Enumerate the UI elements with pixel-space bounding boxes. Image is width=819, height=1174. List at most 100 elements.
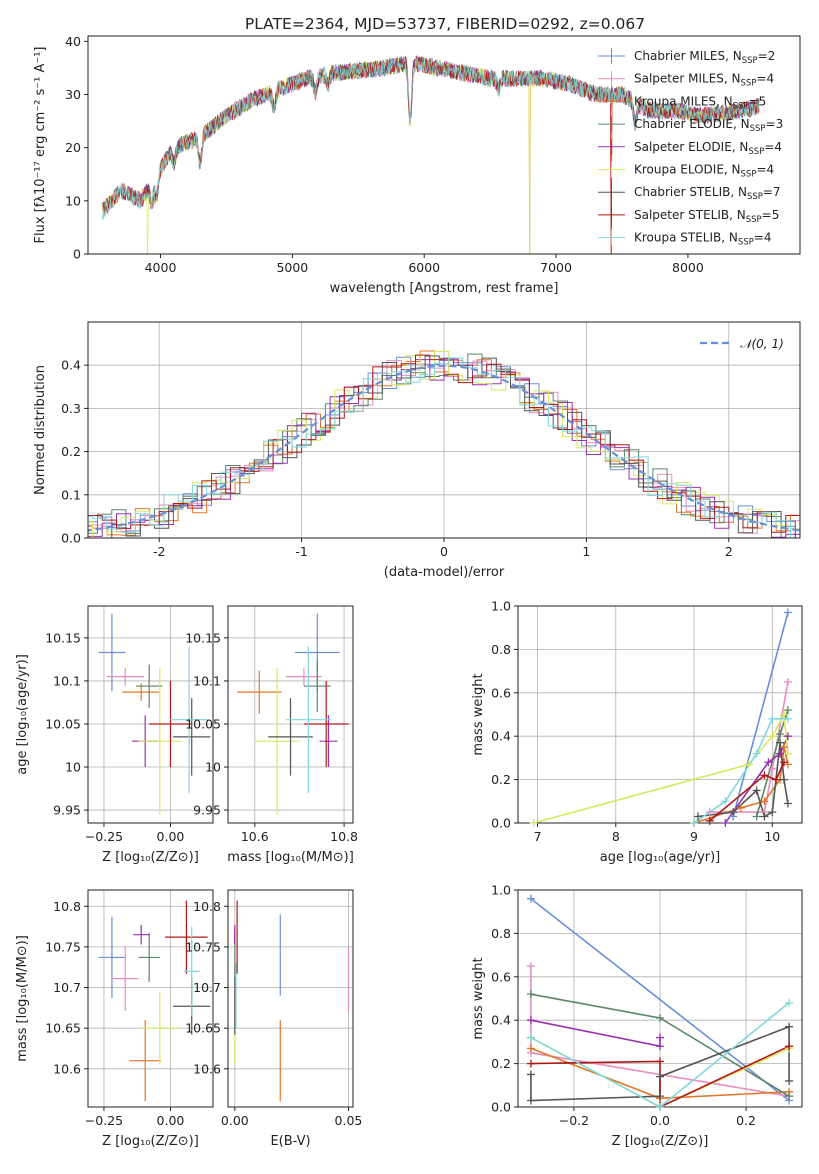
y-axis-label: mass [log₁₀(M/M⊙)] — [15, 935, 30, 1062]
y-tick-label: 0.2 — [491, 772, 511, 787]
weight-marker-salpeter-stelib — [772, 775, 781, 784]
weight-marker-kroupa-elodie — [783, 749, 792, 758]
legend-label-value: =4 — [754, 231, 772, 245]
y-tick-label: 10 — [65, 193, 81, 208]
weight-marker-kroupa-elodie — [529, 819, 538, 827]
y-tick-label: 0 — [73, 247, 81, 262]
x-tick-label: 4000 — [145, 260, 177, 275]
weight-marker-kroupa-stelib — [526, 1033, 535, 1042]
weight-marker-salpeter-elodie — [656, 1033, 664, 1042]
plot-area — [102, 54, 760, 254]
legend: 𝒩(0, 1) — [700, 337, 784, 351]
x-tick-label: 7 — [534, 829, 542, 844]
weight-marker-chabrier-miles — [783, 608, 792, 617]
weight-marker-chabrier-stelib — [776, 738, 785, 747]
y-tick-label: 10.7 — [53, 980, 81, 995]
x-axis-label: Z [log₁₀(Z/Z⊙)] — [612, 1134, 709, 1149]
y-tick-label: 0.0 — [61, 531, 81, 546]
legend-label-value: =4 — [756, 163, 774, 177]
histogram-chabrier-stelib — [111, 355, 796, 538]
legend-label-sub: SSP — [733, 101, 749, 111]
legend-label-main: Salpeter STELIB, N — [634, 208, 746, 222]
y-tick-label: 0.4 — [491, 729, 511, 744]
y-tick-label: 10.15 — [185, 630, 221, 645]
legend-label-value: =2 — [758, 49, 776, 63]
legend-label-sub: SSP — [748, 147, 764, 157]
weight-line-kroupa-stelib — [530, 1002, 790, 1107]
y-tick-label: 10 — [65, 760, 81, 775]
legend-label-value: =4 — [756, 72, 774, 86]
legend-label-salpeter-elodie: Salpeter ELODIE, NSSP=4 — [634, 140, 782, 157]
weight-marker-kroupa-stelib — [785, 998, 794, 1007]
x-axis-label: age [log₁₀(age/yr)] — [600, 850, 721, 865]
axes-frame — [227, 605, 354, 824]
y-tick-label: 0.2 — [491, 1056, 511, 1071]
weight-marker-kroupa-stelib — [768, 714, 777, 723]
x-tick-label: 8 — [612, 829, 620, 844]
x-tick-label: 0 — [440, 544, 448, 559]
legend-label-sub: SSP — [750, 124, 766, 134]
weight-marker-kroupa-elodie — [744, 760, 753, 769]
weight-marker-salpeter-elodie — [721, 819, 730, 827]
legend-label-kroupa-elodie: Kroupa ELODIE, NSSP=4 — [634, 163, 774, 180]
weight-marker-chabrier-stelib — [656, 1072, 664, 1081]
x-tick-label: −0.2 — [559, 1113, 589, 1128]
legend-label-main: Salpeter ELODIE, N — [634, 140, 748, 154]
weight-marker-salpeter-stelib — [780, 758, 789, 767]
plot-area — [98, 613, 211, 815]
weight-marker-chabrier-elodie — [776, 730, 785, 739]
x-tick-label: 0.0 — [650, 1113, 670, 1128]
x-axis-label: Z [log₁₀(Z/Z⊙)] — [102, 1134, 199, 1149]
x-tick-label: 8000 — [672, 260, 704, 275]
y-tick-label: 30 — [65, 87, 81, 102]
plot-area — [98, 900, 211, 1102]
y-tick-label: 0.6 — [491, 969, 511, 984]
y-tick-label: 0.6 — [491, 685, 511, 700]
y-axis-label: mass weight — [471, 957, 486, 1039]
y-tick-label: 10.1 — [193, 673, 221, 688]
weight-line-salpeter-stelib — [709, 761, 785, 822]
weight-marker-kroupa-stelib — [721, 797, 730, 806]
weight-marker-chabrier-stelib — [526, 1096, 535, 1105]
panel-age-vs-mass: 10.6 10.8 9.95 10 10.05 10.1 10.15 mass [log₁₀(… — [185, 605, 358, 865]
weight-marker-salpeter-stelib — [526, 1059, 535, 1068]
weight-marker-salpeter-miles — [783, 677, 792, 686]
weight-marker-salpeter-elodie — [783, 732, 792, 741]
plot-area — [236, 613, 349, 815]
legend-label-main: Kroupa ELODIE, N — [634, 163, 741, 177]
y-tick-label: 10.8 — [53, 899, 81, 914]
weight-marker-chabrier-elodie — [656, 1014, 664, 1023]
x-tick-label: 2 — [725, 544, 733, 559]
weight-marker-chabrier-stelib — [760, 812, 769, 821]
weight-marker-chabrier-elodie — [785, 1092, 794, 1101]
weight-marker-kroupa-miles — [780, 743, 789, 752]
panel-spectrum: 4000 5000 6000 7000 8000 0 10 20 30 40 wavelength … — [33, 34, 801, 296]
y-tick-label: 20 — [65, 140, 81, 155]
legend-label-chabrier-stelib: Chabrier STELIB, NSSP=7 — [634, 185, 781, 202]
weight-marker-salpeter-elodie — [526, 1016, 535, 1025]
weight-marker-salpeter-stelib — [785, 1042, 794, 1051]
weight-marker-kroupa-miles — [736, 803, 745, 812]
weight-marker-kroupa-miles — [760, 797, 769, 806]
legend-label-main: Chabrier MILES, N — [634, 49, 742, 63]
weight-marker-kroupa-stelib — [690, 819, 699, 827]
legend-label-value: =5 — [762, 208, 780, 222]
legend: Chabrier MILES, N SSP =2 Salpeter MILES, NS… — [598, 48, 783, 248]
x-axis-label: wavelength [Angstrom, rest frame] — [330, 281, 559, 296]
axes-frame — [87, 35, 801, 255]
y-tick-label: 10.65 — [45, 1021, 81, 1036]
x-tick-label: −0.25 — [85, 829, 123, 844]
y-tick-label: 10.6 — [193, 1061, 221, 1076]
y-tick-label: 9.95 — [193, 803, 221, 818]
legend-label-salpeter-miles: Salpeter MILES, NSSP=4 — [634, 72, 774, 89]
panel-residual-histogram: -2 -1 0 1 2 0.0 0.1 0.2 0.3 0.4 (data-model)/error… — [33, 321, 801, 580]
y-axis-label: age [log₁₀(age/yr)] — [15, 654, 30, 775]
weight-marker-kroupa-elodie — [780, 710, 789, 719]
weight-marker-chabrier-stelib — [785, 1022, 794, 1031]
weight-marker-salpeter-stelib — [656, 1057, 664, 1066]
figure-title: PLATE=2364, MJD=53737, FIBERID=0292, z=0… — [245, 15, 645, 33]
x-tick-label: 6000 — [408, 260, 440, 275]
y-tick-label: 10.1 — [53, 673, 81, 688]
y-tick-label: 10.7 — [193, 980, 221, 995]
